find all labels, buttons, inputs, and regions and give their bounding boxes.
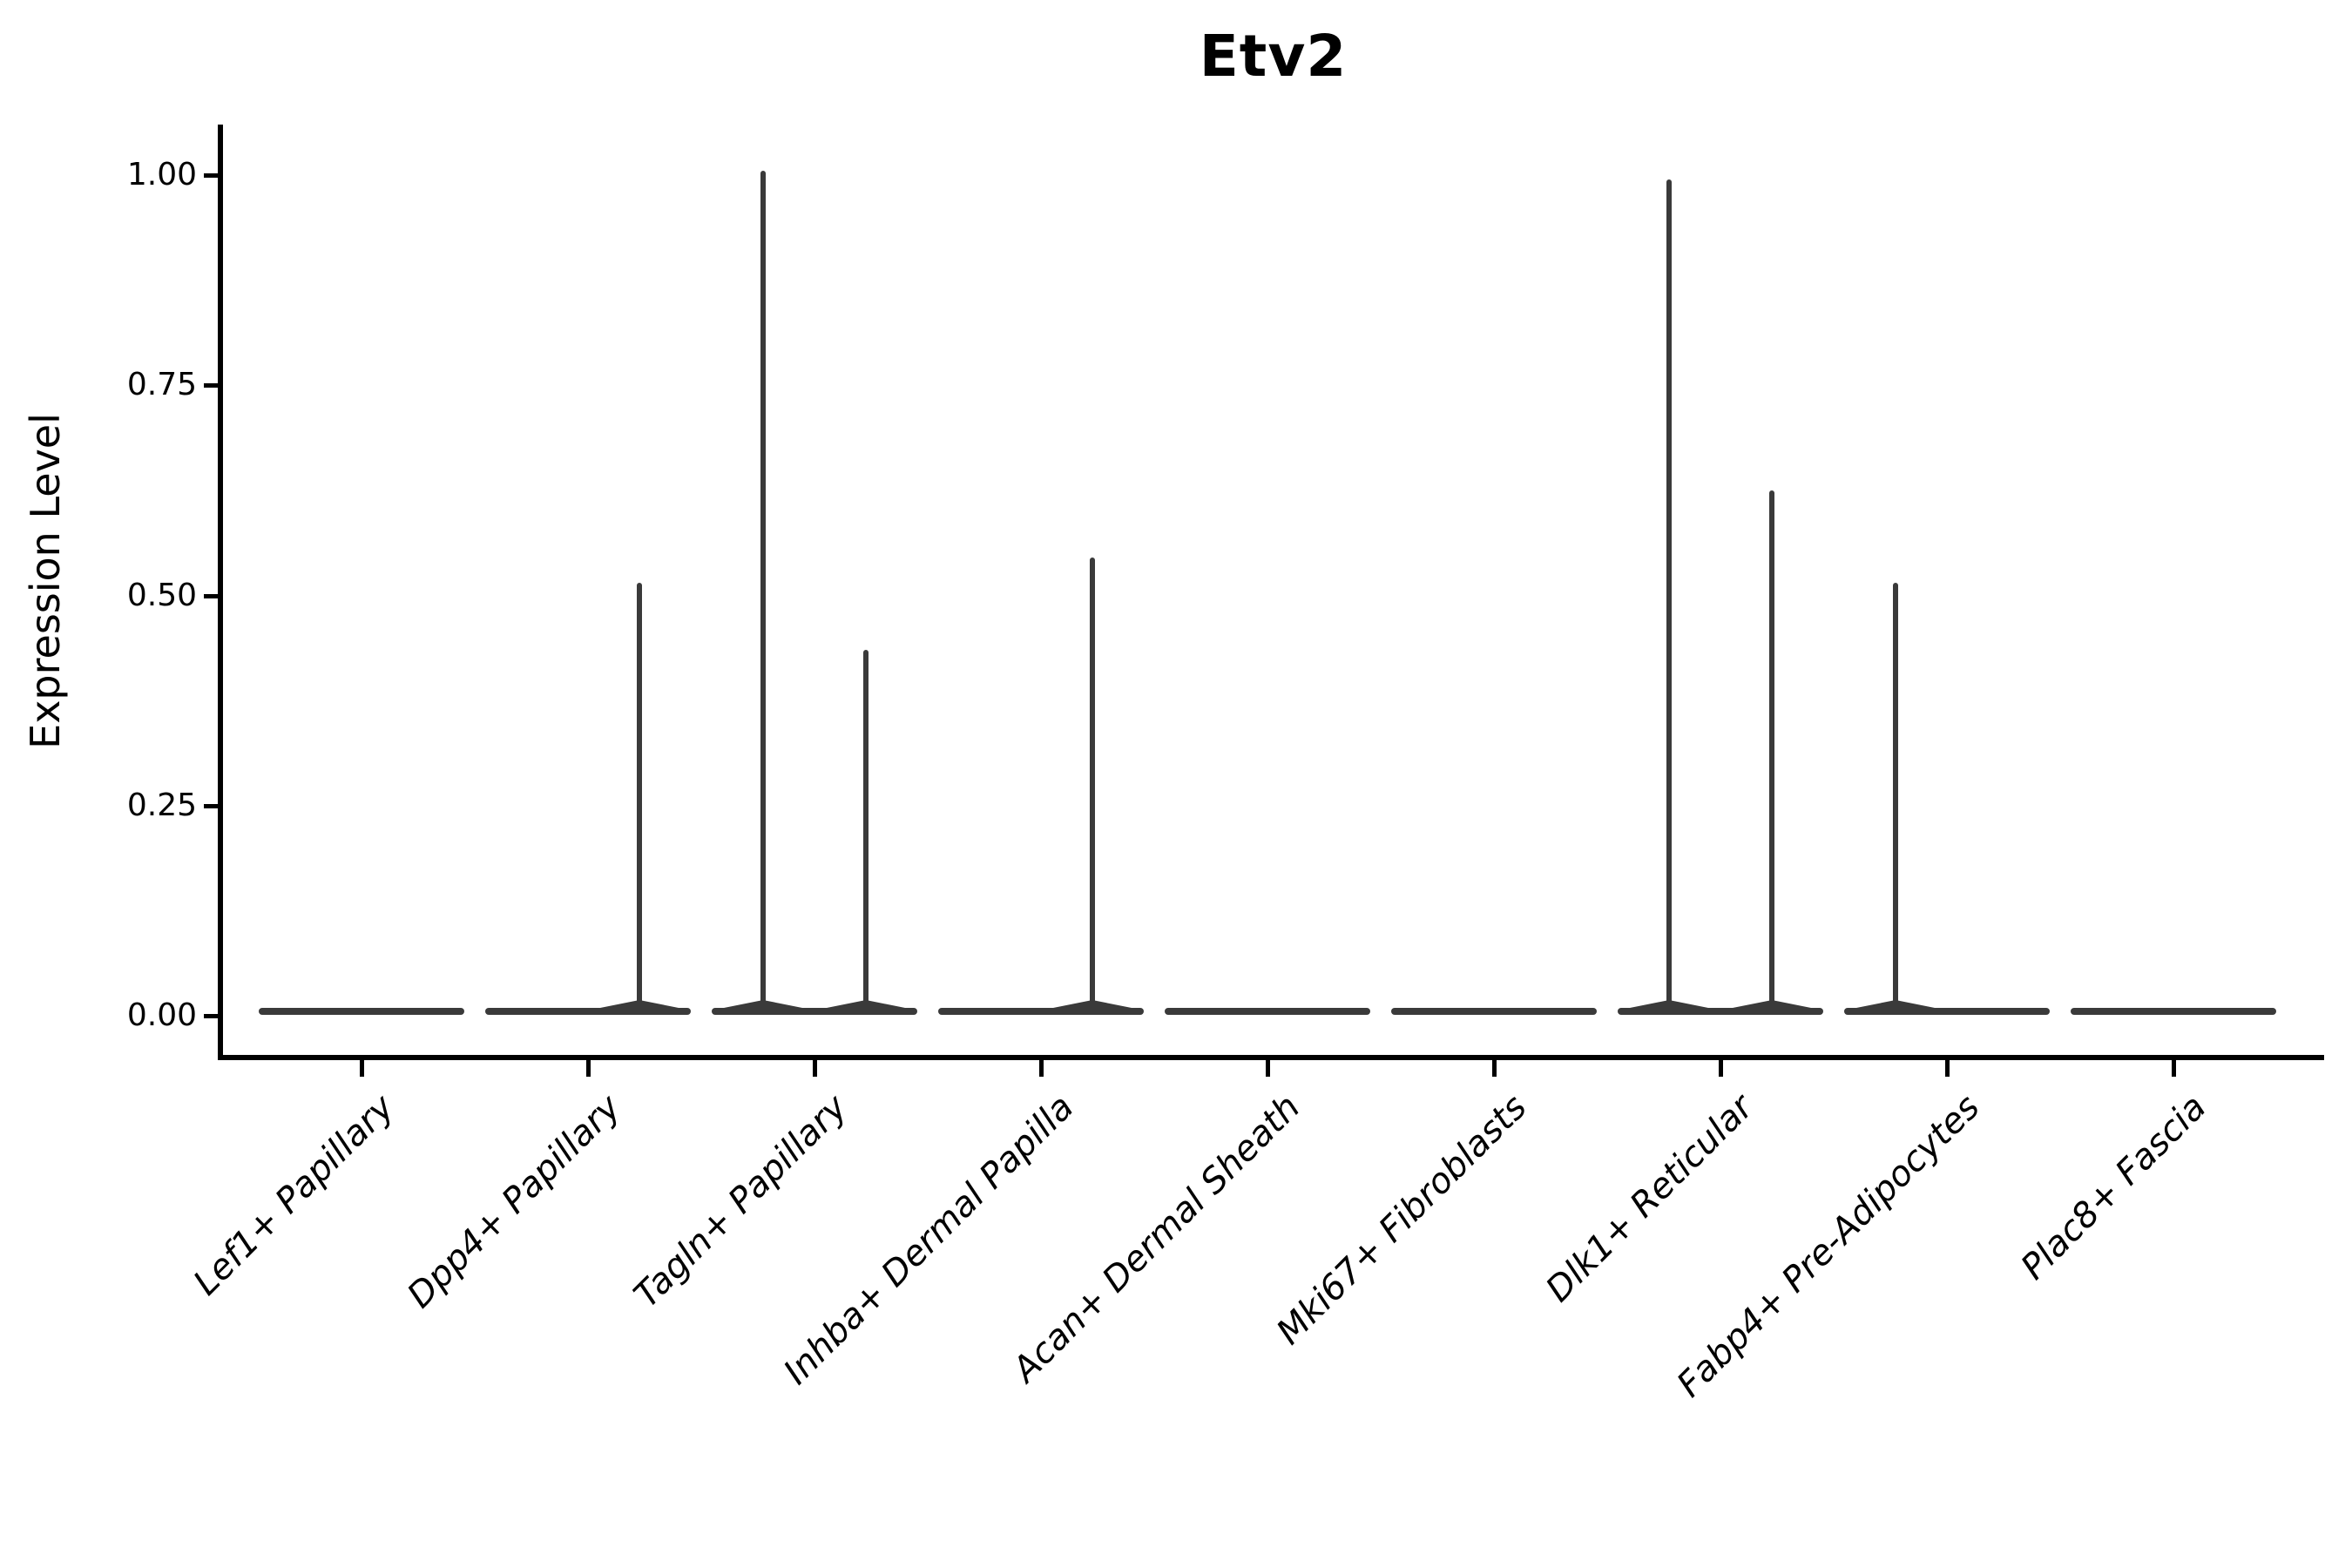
x-tick-label: Mki67+ Fibroblasts [1268,1087,1535,1353]
y-tick-label: 0.75 [126,367,197,403]
y-tick [204,593,220,598]
y-tick-label: 0.00 [126,997,197,1033]
x-tick [1492,1060,1497,1077]
x-tick [1945,1060,1950,1077]
x-tick [1266,1060,1270,1077]
y-tick-label: 1.00 [126,157,197,193]
violin-baseline [938,1008,1144,1015]
violin-spike-base [1856,1000,1935,1008]
violin-spike [863,650,868,1008]
violin-spike-base [1053,1000,1132,1008]
x-tick [586,1060,591,1077]
violin-spike [1666,179,1672,1008]
violin-baseline [259,1008,464,1015]
violin-baseline [485,1008,691,1015]
x-tick [813,1060,817,1077]
violin-spike [637,582,642,1008]
x-tick [360,1060,364,1077]
x-tick-label: Dpp4+ Papillary [400,1087,629,1316]
y-tick [204,383,220,389]
y-tick-label: 0.50 [126,577,197,613]
violin-spike [760,171,766,1008]
y-axis-line [218,125,223,1060]
y-tick [204,173,220,178]
violin-spike [1893,582,1898,1008]
violin-spike [1769,490,1774,1008]
violin-spike-base [827,1000,905,1008]
violin-spike-base [1733,1000,1811,1008]
x-tick-label: Lef1+ Papillary [186,1087,402,1303]
violin-spike-base [1630,1000,1708,1008]
x-tick [2172,1060,2176,1077]
y-tick [204,803,220,808]
x-tick [1719,1060,1723,1077]
violin-baseline [712,1008,917,1015]
violin-spike-base [724,1000,802,1008]
violin-spike [1090,557,1095,1008]
y-tick [204,1014,220,1018]
violin-baseline [1165,1008,1370,1015]
x-tick [1039,1060,1044,1077]
x-axis-line [218,1055,2324,1060]
violin-baseline [1391,1008,1597,1015]
violin-spike-base [600,1000,679,1008]
violin-baseline [1844,1008,2050,1015]
x-tick-label: Dlk1+ Reticular [1538,1087,1761,1310]
x-tick-label: Tagln+ Papillary [626,1087,855,1316]
y-tick-label: 0.25 [126,787,197,823]
violin-baseline [2071,1008,2276,1015]
x-tick-label: Plac8+ Fascia [2013,1087,2214,1288]
plot-title: Etv2 [1199,23,1348,90]
violin-baseline [1618,1008,1823,1015]
